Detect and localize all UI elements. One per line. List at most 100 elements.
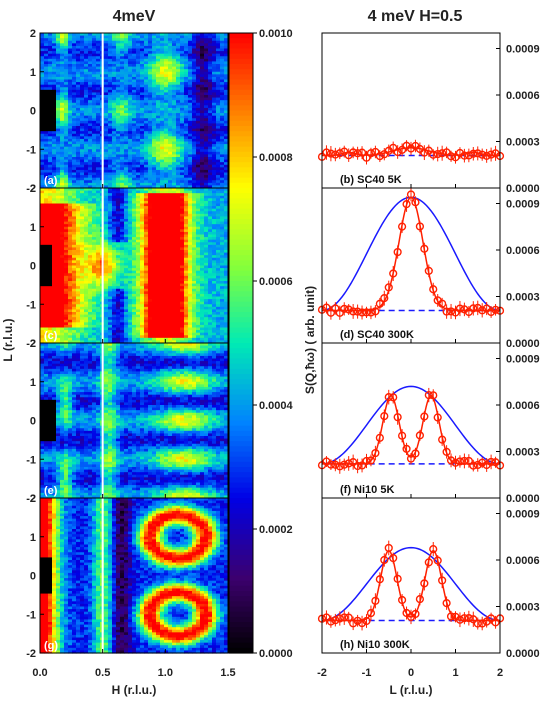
heatmap-cell [144,260,149,264]
heatmap-cell [212,167,217,171]
heatmap-cell [64,182,69,187]
heatmap-cell [52,330,57,334]
heatmap-cell [156,193,161,197]
heatmap-cell [120,221,125,225]
heatmap-cell [188,87,193,91]
heatmap-cell [76,71,81,75]
heatmap-cell [80,221,85,225]
heatmap-cell [64,138,69,143]
heatmap-cell [224,74,229,78]
heatmap-cell [192,154,197,158]
heatmap-cell [72,291,77,295]
heatmap-cell [60,38,65,42]
heatmap-cell [68,71,73,75]
heatmap-cell [80,281,85,285]
heatmap-cell [156,97,161,101]
heatmap-cell [216,53,221,57]
heatmap-cell [64,105,69,109]
heatmap-cell [192,66,197,70]
heatmap-cell [132,169,137,174]
heatmap-cell [68,146,73,150]
heatmap-cell [152,211,157,215]
heatmap-cell [68,151,73,156]
heatmap-cell [64,273,69,277]
heatmap-cell [92,252,97,256]
heatmap-cell [132,265,137,269]
heatmap-cell [128,211,133,215]
heatmap-cell [88,268,93,272]
heatmap-cell [164,185,169,189]
heatmap-cell [188,84,193,88]
heatmap-cell [132,255,137,259]
heatmap-cell [160,304,165,308]
heatmap-cell [72,115,77,119]
heatmap-cell [176,175,181,179]
heatmap-cell [144,92,149,96]
heatmap-cell [124,64,129,68]
heatmap-cell [60,64,65,68]
heatmap-cell [88,309,93,313]
heatmap-cell [184,144,189,148]
heatmap-cell [64,200,69,205]
heatmap-cell [68,293,73,298]
heatmap-cell [140,48,145,52]
heatmap-cell [112,190,117,194]
heatmap-cell [168,250,173,254]
heatmap-cell [48,110,53,114]
heatmap-cell [128,250,133,254]
heatmap-cell [108,167,113,171]
heatmap-cell [48,193,53,197]
heatmap-cell [84,97,89,101]
heatmap-cell [148,146,153,150]
heatmap-cell [112,110,117,114]
heatmap-cell [56,306,61,311]
heatmap-cell [112,224,117,228]
heatmap-cell [212,144,217,148]
heatmap-cell [220,123,225,127]
heatmap-cell [196,159,201,163]
heatmap-cell [96,306,101,311]
heatmap-cell [172,64,177,68]
heatmap-cell [140,97,145,101]
heatmap-cell [112,61,117,65]
heatmap-cell [44,115,49,119]
heatmap-cell [132,107,137,112]
heatmap-cell [112,229,117,233]
heatmap-cell [112,58,117,63]
heatmap-cell [108,275,113,280]
heatmap-cell [132,281,137,285]
heatmap-cell [56,312,61,316]
heatmap-cell [164,149,169,153]
heatmap-cell [184,102,189,106]
heatmap-cell [44,151,49,156]
heatmap-cell [48,219,53,223]
heatmap-cell [84,229,89,233]
heatmap-cell [156,198,161,202]
heatmap-cell [112,82,117,86]
heatmap-cell [88,131,93,135]
heatmap-cell [152,226,157,230]
heatmap-cell [136,154,141,158]
heatmap-cell [164,40,169,44]
heatmap-cell [120,224,125,228]
heatmap-cell [84,95,89,99]
heatmap-cell [132,247,137,251]
heatmap-cell [128,314,133,318]
heatmap-cell [172,293,177,298]
heatmap-cell [148,301,153,305]
heatmap-cell [144,330,149,334]
heatmap-cell [128,216,133,220]
heatmap-cell [160,146,165,150]
heatmap-cell [116,169,121,174]
heatmap-cell [112,265,117,269]
heatmap-cell [56,87,61,91]
heatmap-cell [176,38,181,42]
heatmap-cell [132,219,137,223]
heatmap-cell [60,265,65,269]
heatmap-cell [104,262,109,267]
heatmap-cell [60,157,65,161]
heatmap-cell [44,239,49,243]
heatmap-cell [56,180,61,184]
heatmap-cell [68,51,73,55]
heatmap-cell [108,208,113,212]
